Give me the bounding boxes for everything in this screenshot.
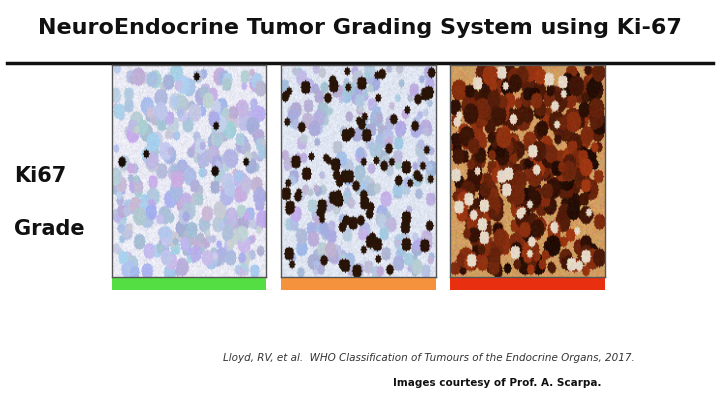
Text: G2: G2 — [343, 247, 374, 267]
Text: G1: G1 — [174, 247, 204, 267]
Bar — [112, 174, 266, 290]
Bar — [281, 174, 436, 290]
Bar — [450, 174, 605, 290]
Text: Grade: Grade — [14, 219, 85, 239]
Text: < 3 %: < 3 % — [158, 197, 220, 216]
Text: Images courtesy of Prof. A. Scarpa.: Images courtesy of Prof. A. Scarpa. — [392, 378, 601, 388]
Text: Lloyd, RV, et al.  WHO Classification of Tumours of the Endocrine Organs, 2017.: Lloyd, RV, et al. WHO Classification of … — [222, 354, 634, 363]
Text: 3% - 20 %: 3% - 20 % — [305, 197, 412, 216]
Text: G3: G3 — [512, 247, 543, 267]
Text: > 20 %: > 20 % — [489, 197, 566, 216]
Text: Ki67: Ki67 — [14, 166, 67, 186]
Text: NeuroEndocrine Tumor Grading System using Ki-67: NeuroEndocrine Tumor Grading System usin… — [38, 18, 682, 38]
